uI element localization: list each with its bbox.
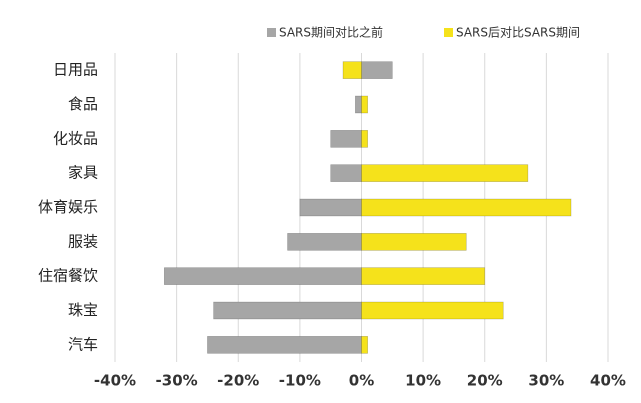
x-tick-label: -30% bbox=[156, 372, 198, 390]
legend-label: SARS后对比SARS期间 bbox=[456, 26, 580, 40]
bar bbox=[361, 61, 393, 79]
bar bbox=[342, 61, 362, 79]
bar bbox=[361, 130, 368, 148]
y-tick-label: 珠宝 bbox=[68, 301, 98, 319]
x-tick-label: 10% bbox=[405, 372, 441, 390]
bar bbox=[330, 130, 362, 148]
x-tick-label: 20% bbox=[467, 372, 503, 390]
x-tick-label: 40% bbox=[590, 372, 626, 390]
bar bbox=[361, 301, 504, 320]
bar bbox=[361, 233, 467, 251]
bar bbox=[361, 336, 368, 354]
x-tick-label: -10% bbox=[279, 372, 321, 390]
bar bbox=[207, 336, 362, 354]
bar bbox=[330, 164, 362, 182]
bar bbox=[361, 267, 486, 285]
y-tick-label: 住宿餐饮 bbox=[38, 267, 98, 285]
bar bbox=[361, 198, 572, 217]
x-tick-label: 30% bbox=[528, 372, 564, 390]
x-tick-label: -20% bbox=[217, 372, 259, 390]
y-tick-label: 食品 bbox=[68, 95, 98, 113]
y-tick-label: 汽车 bbox=[68, 335, 98, 353]
y-tick-label: 服装 bbox=[68, 232, 98, 250]
bar bbox=[361, 164, 529, 182]
y-tick-label: 家具 bbox=[68, 164, 98, 182]
bar bbox=[287, 233, 362, 251]
legend-label: SARS期间对比之前 bbox=[279, 25, 383, 40]
x-tick-label: 0% bbox=[349, 372, 374, 390]
legend-swatch bbox=[267, 28, 276, 37]
bar bbox=[361, 95, 368, 114]
legend-swatch bbox=[444, 28, 453, 37]
y-tick-label: 日用品 bbox=[53, 61, 98, 79]
bar bbox=[299, 198, 362, 217]
y-tick-label: 体育娱乐 bbox=[38, 198, 98, 216]
bar bbox=[164, 267, 362, 285]
x-tick-label: -40% bbox=[94, 372, 136, 390]
y-tick-label: 化妆品 bbox=[53, 129, 98, 147]
bar bbox=[355, 95, 362, 114]
bar bbox=[213, 301, 362, 320]
